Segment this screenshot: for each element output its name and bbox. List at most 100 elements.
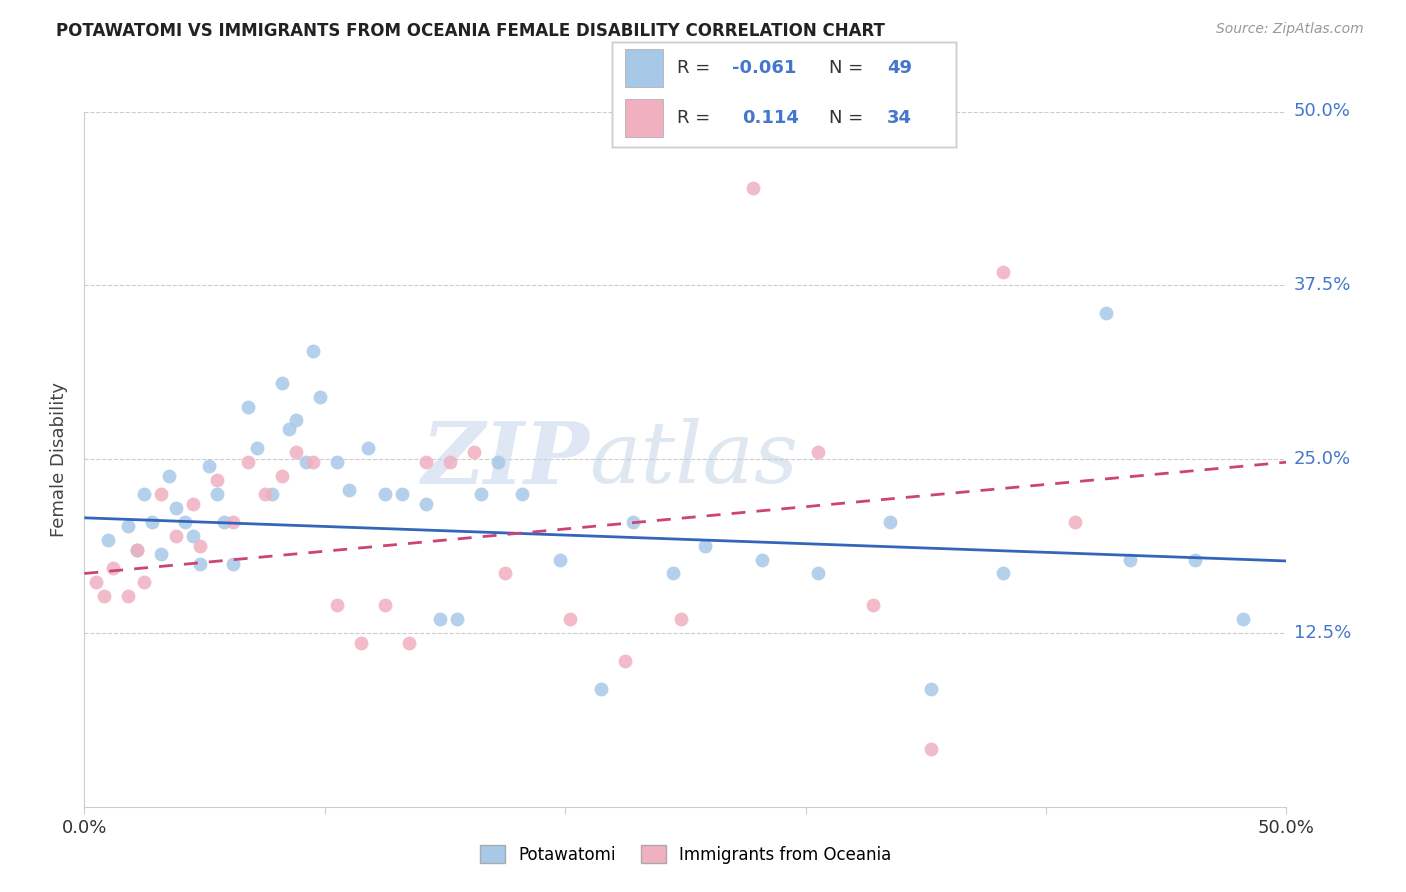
Point xyxy=(294,455,316,469)
Point xyxy=(550,552,572,566)
Point xyxy=(920,681,942,696)
Point xyxy=(127,542,149,557)
Text: ZIP: ZIP xyxy=(422,417,589,501)
Point xyxy=(165,501,187,516)
Point xyxy=(97,533,120,547)
Point xyxy=(741,181,763,195)
Point xyxy=(621,515,644,529)
Point xyxy=(205,487,228,501)
Point xyxy=(510,487,533,501)
Point xyxy=(991,566,1014,581)
Point xyxy=(205,473,228,487)
Point xyxy=(429,612,451,626)
Point xyxy=(494,566,516,581)
Point xyxy=(920,741,942,756)
Point xyxy=(150,487,173,501)
Point xyxy=(751,552,773,566)
Point xyxy=(236,400,259,414)
Point xyxy=(86,574,108,589)
Point xyxy=(284,445,307,459)
Text: -0.061: -0.061 xyxy=(733,59,797,77)
Point xyxy=(134,574,156,589)
Point xyxy=(374,487,396,501)
Point xyxy=(1184,552,1206,566)
Text: 50.0%: 50.0% xyxy=(1294,103,1350,120)
Point xyxy=(157,469,180,483)
Text: N =: N = xyxy=(828,109,869,127)
Point xyxy=(669,612,692,626)
Point xyxy=(93,589,115,603)
Point xyxy=(236,455,259,469)
Point xyxy=(181,529,204,543)
Point xyxy=(614,654,637,668)
Point xyxy=(1119,552,1142,566)
Text: 0.114: 0.114 xyxy=(742,109,800,127)
Text: 37.5%: 37.5% xyxy=(1294,277,1351,294)
Point xyxy=(150,547,173,561)
Point xyxy=(1232,612,1254,626)
Point xyxy=(134,487,156,501)
Point xyxy=(270,376,292,390)
Point xyxy=(693,539,716,553)
Point xyxy=(591,681,613,696)
Point xyxy=(246,442,269,456)
Point xyxy=(284,413,307,427)
Point xyxy=(879,515,901,529)
Y-axis label: Female Disability: Female Disability xyxy=(51,382,69,537)
Point xyxy=(439,455,461,469)
Point xyxy=(862,599,884,613)
Text: 12.5%: 12.5% xyxy=(1294,624,1351,642)
FancyBboxPatch shape xyxy=(626,99,664,136)
Point xyxy=(174,515,197,529)
Point xyxy=(309,390,332,404)
Point xyxy=(188,539,211,553)
Text: atlas: atlas xyxy=(589,418,799,500)
Point xyxy=(991,264,1014,278)
Text: 34: 34 xyxy=(887,109,912,127)
Text: R =: R = xyxy=(678,109,721,127)
Point xyxy=(350,636,373,650)
Point xyxy=(141,515,163,529)
Point xyxy=(212,515,235,529)
Point xyxy=(301,343,323,358)
Legend: Potawatomi, Immigrants from Oceania: Potawatomi, Immigrants from Oceania xyxy=(471,838,900,872)
Text: N =: N = xyxy=(828,59,869,77)
Point xyxy=(165,529,187,543)
Point xyxy=(807,445,830,459)
Point xyxy=(446,612,468,626)
Point xyxy=(415,497,437,511)
Point xyxy=(1064,515,1087,529)
Point xyxy=(188,557,211,571)
Point xyxy=(326,599,349,613)
Point xyxy=(222,515,245,529)
Point xyxy=(1095,306,1118,320)
Point xyxy=(277,422,299,436)
Point xyxy=(398,636,420,650)
Point xyxy=(127,542,149,557)
Text: 49: 49 xyxy=(887,59,912,77)
Point xyxy=(198,459,221,474)
Point xyxy=(253,487,276,501)
Text: POTAWATOMI VS IMMIGRANTS FROM OCEANIA FEMALE DISABILITY CORRELATION CHART: POTAWATOMI VS IMMIGRANTS FROM OCEANIA FE… xyxy=(56,22,886,40)
Text: R =: R = xyxy=(678,59,716,77)
Point xyxy=(326,455,349,469)
Point xyxy=(222,557,245,571)
Point xyxy=(391,487,413,501)
Point xyxy=(463,445,485,459)
Point xyxy=(337,483,360,497)
Point xyxy=(103,561,125,575)
FancyBboxPatch shape xyxy=(626,49,664,87)
Point xyxy=(260,487,283,501)
Point xyxy=(415,455,437,469)
Point xyxy=(807,566,830,581)
Point xyxy=(117,589,139,603)
Text: Source: ZipAtlas.com: Source: ZipAtlas.com xyxy=(1216,22,1364,37)
Point xyxy=(374,599,396,613)
Point xyxy=(181,497,204,511)
Point xyxy=(558,612,581,626)
Point xyxy=(357,442,380,456)
Point xyxy=(270,469,292,483)
Point xyxy=(662,566,685,581)
Point xyxy=(117,519,139,533)
Text: 25.0%: 25.0% xyxy=(1294,450,1351,468)
